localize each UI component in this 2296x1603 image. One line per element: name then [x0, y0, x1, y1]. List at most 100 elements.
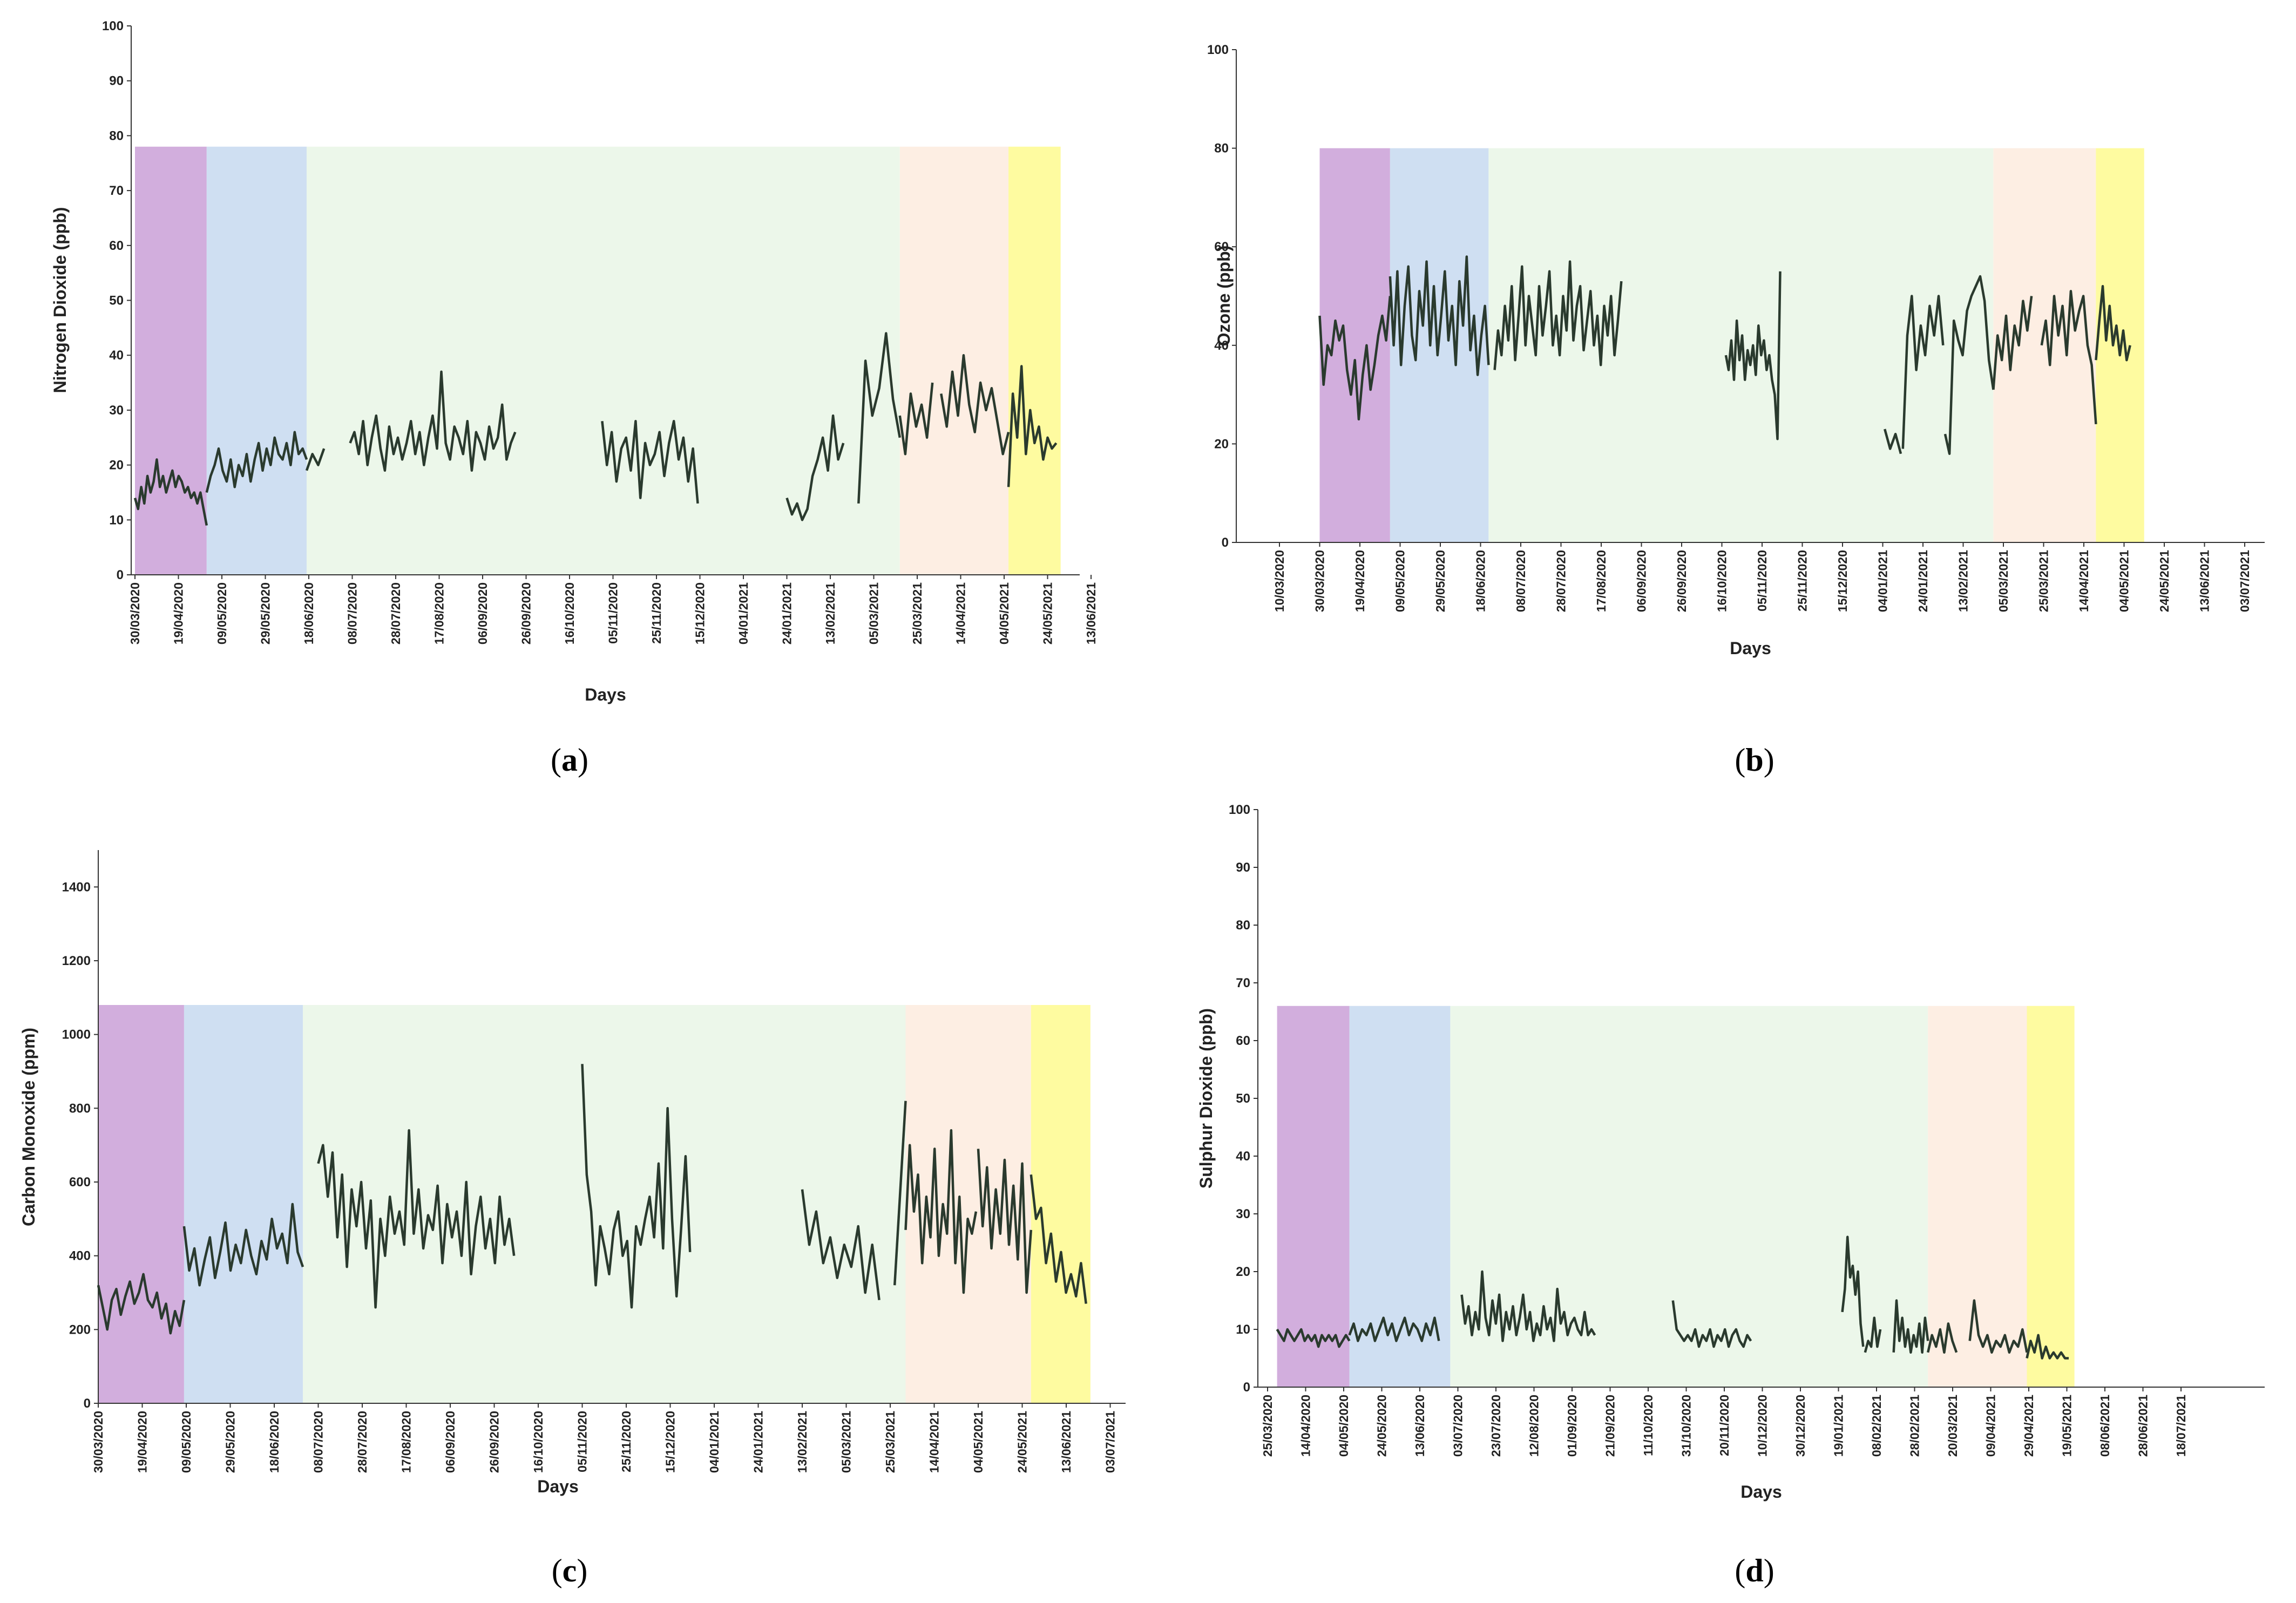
y-tick-label: 100	[102, 19, 124, 33]
chart-panel-d: 0 10 20 30 40 50 60 70 80 90 100 25/03/2020 14/04/20…	[1196, 803, 2265, 1502]
x-tick-label: 24/05/2020	[1375, 1395, 1389, 1457]
x-tick-label: 14/04/2021	[954, 582, 968, 644]
x-tick-label: 04/01/2021	[707, 1411, 721, 1473]
series-line-segment-7	[904, 1129, 978, 1294]
y-tick-label: 40	[109, 348, 124, 363]
x-tick-label: 24/05/2021	[2157, 550, 2171, 612]
y-tick-label: 0	[1222, 535, 1229, 550]
x-tick-label: 26/09/2020	[487, 1411, 502, 1473]
x-axis-title: Days	[537, 1477, 579, 1496]
x-tick-label: 18/06/2020	[267, 1411, 281, 1473]
x-tick-label: 16/10/2020	[1715, 550, 1729, 612]
x-tick-label: 03/07/2021	[1103, 1411, 1117, 1473]
period-band-5	[2027, 1006, 2075, 1387]
x-tick-label: 25/03/2021	[910, 582, 924, 644]
x-tick-label: 01/09/2020	[1565, 1395, 1579, 1457]
x-tick-label: 13/06/2020	[1413, 1395, 1427, 1457]
series-line-segment-2	[205, 431, 308, 493]
x-tick-label: 19/01/2021	[1832, 1395, 1846, 1457]
series-line-segment-9	[1968, 1299, 2028, 1354]
x-tick-label: 09/05/2020	[1393, 550, 1407, 612]
x-tick-label: 25/11/2020	[1796, 550, 1810, 612]
y-tick-label: 800	[69, 1101, 91, 1116]
series-line-segment-5	[1841, 1235, 1865, 1347]
y-tick-label: 70	[1236, 976, 1250, 990]
x-tick-label: 10/12/2020	[1756, 1395, 1770, 1457]
y-axis-title: Nitrogen Dioxide (ppb)	[50, 207, 70, 393]
x-tick-label: 30/12/2020	[1793, 1395, 1807, 1457]
x-tick-label: 04/05/2020	[1337, 1395, 1351, 1457]
series-line-segment-8	[1927, 1322, 1958, 1354]
series-line-segment-8	[977, 1149, 1033, 1294]
series-line-segment-9	[2040, 290, 2097, 425]
series-line-segment-1	[97, 1273, 186, 1335]
series-line-segment-8	[1992, 296, 2033, 390]
series-line-segment-1	[1276, 1328, 1351, 1348]
x-tick-label: 12/08/2020	[1527, 1395, 1541, 1457]
series-line-segment-10	[1007, 365, 1058, 487]
y-tick-label: 60	[1214, 240, 1229, 254]
x-tick-label: 24/01/2021	[751, 1411, 766, 1473]
x-tick-label: 08/07/2020	[311, 1411, 326, 1473]
series-line-segment-3	[317, 1129, 516, 1309]
caption-a: (a)	[551, 742, 588, 778]
y-tick-label: 200	[69, 1322, 91, 1337]
chart-panel-c: 0 200 400 600 800 1000 1200 1400 30/03/2020 19/04…	[19, 850, 1126, 1496]
x-tick-label: 16/10/2020	[531, 1411, 545, 1473]
x-axis-title: Days	[1730, 639, 1771, 658]
x-tick-label: 29/05/2020	[259, 582, 273, 644]
y-tick-label: 1400	[62, 880, 91, 894]
series-line-segment-5	[1884, 429, 1902, 454]
caption-d: (d)	[1735, 1553, 1774, 1588]
series-line-segment-6	[1901, 295, 1945, 449]
x-tick-label: 30/03/2020	[1313, 550, 1327, 612]
x-tick-label: 05/11/2020	[606, 582, 620, 644]
series-line-segment-7	[1943, 275, 1995, 455]
period-band-1	[98, 1005, 184, 1403]
chart-panel-a: 0 10 20 30 40 50 60 70 80 90 100 30/03/2020 19/04/20…	[50, 19, 1098, 704]
x-tick-label: 29/05/2020	[223, 1411, 238, 1473]
chart-panel-b: 0 20 40 60 80 100 10/03/2020 30/03/2020 19/04/20…	[1207, 43, 2265, 658]
x-tick-label: 04/01/2021	[736, 582, 750, 644]
y-tick-label: 30	[1236, 1207, 1250, 1221]
period-band-2	[184, 1005, 303, 1403]
x-tick-label: 20/11/2020	[1717, 1395, 1731, 1456]
caption-b: (b)	[1735, 742, 1774, 778]
x-tick-label: 04/01/2021	[1876, 550, 1890, 612]
period-band-1	[1319, 148, 1390, 543]
x-tick-label: 06/09/2020	[476, 582, 490, 644]
y-tick-label: 30	[109, 403, 124, 418]
x-tick-label: 09/04/2021	[1984, 1395, 1998, 1457]
period-band-5	[1031, 1005, 1091, 1403]
x-tick-label: 09/05/2020	[179, 1411, 193, 1473]
x-tick-label: 15/12/2020	[693, 582, 707, 644]
series-line-segment-10	[2095, 284, 2131, 362]
series-line-segment-9	[1030, 1174, 1087, 1304]
x-tick-label: 30/03/2020	[128, 582, 142, 644]
x-tick-label: 25/11/2020	[619, 1411, 633, 1472]
period-band-3	[306, 146, 900, 575]
x-tick-label: 16/10/2020	[563, 582, 577, 644]
period-band-4	[899, 146, 1009, 575]
series-line-segment-5	[801, 1189, 881, 1300]
x-tick-label: 15/12/2020	[663, 1411, 678, 1473]
y-axis-title: Ozone (ppb)	[1214, 246, 1234, 347]
series-line-segment-4	[1724, 271, 1782, 440]
y-tick-label: 20	[1236, 1265, 1250, 1279]
x-tick-label: 26/09/2020	[519, 582, 533, 644]
period-band-1	[1277, 1006, 1350, 1387]
x-tick-label: 28/07/2020	[355, 1411, 369, 1473]
series-line-segment-7	[1892, 1299, 1929, 1354]
x-tick-label: 05/03/2021	[839, 1411, 854, 1473]
y-tick-label: 100	[1229, 803, 1250, 817]
x-tick-label: 24/01/2021	[1916, 550, 1930, 612]
x-axis-title: Days	[585, 685, 626, 704]
x-tick-label: 23/07/2020	[1489, 1395, 1503, 1457]
x-tick-label: 19/04/2020	[1353, 550, 1367, 612]
series-line-segment-6	[893, 1101, 907, 1286]
x-tick-label: 09/05/2020	[215, 582, 229, 644]
x-tick-label: 04/05/2021	[2117, 550, 2131, 612]
y-tick-label: 50	[1236, 1091, 1250, 1106]
x-tick-label: 25/03/2020	[1261, 1395, 1275, 1457]
x-tick-label: 18/06/2020	[302, 582, 316, 644]
